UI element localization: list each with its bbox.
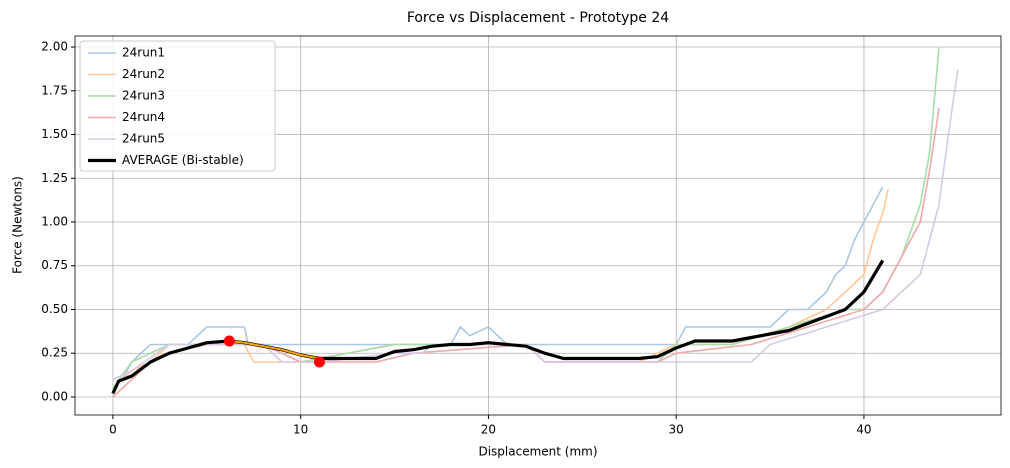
y-tick-label: 0.50 bbox=[41, 302, 68, 316]
x-axis-label: Displacement (mm) bbox=[478, 445, 597, 459]
x-tick-label: 0 bbox=[109, 423, 117, 437]
highlight-segment bbox=[229, 340, 320, 360]
y-tick-label: 2.00 bbox=[41, 40, 68, 54]
marker-point bbox=[313, 356, 325, 368]
y-tick-label: 0.25 bbox=[41, 346, 68, 360]
y-tick-label: 1.25 bbox=[41, 171, 68, 185]
legend-label: 24run1 bbox=[122, 46, 165, 60]
x-tick-label: 10 bbox=[293, 423, 308, 437]
data-line bbox=[112, 188, 890, 389]
legend-label: 24run4 bbox=[122, 110, 165, 124]
legend-label: 24run3 bbox=[122, 89, 165, 103]
y-tick-label: 1.50 bbox=[41, 127, 68, 141]
x-tick-label: 20 bbox=[481, 423, 496, 437]
chart-title: Force vs Displacement - Prototype 24 bbox=[407, 10, 669, 26]
data-line bbox=[111, 259, 885, 395]
data-line bbox=[112, 186, 884, 389]
y-axis-label: Force (Newtons) bbox=[11, 176, 25, 274]
y-tick-label: 0.75 bbox=[41, 258, 68, 272]
y-tick-label: 1.75 bbox=[41, 83, 68, 97]
x-tick-label: 40 bbox=[856, 423, 871, 437]
plot-frame bbox=[74, 35, 1002, 416]
legend-label: AVERAGE (Bi-stable) bbox=[122, 153, 244, 167]
legend-label: 24run5 bbox=[122, 132, 165, 146]
x-tick-label: 30 bbox=[669, 423, 684, 437]
y-tick-label: 1.00 bbox=[41, 215, 68, 229]
legend-label: 24run2 bbox=[122, 67, 165, 81]
marker-point bbox=[223, 335, 235, 347]
legend-box bbox=[79, 40, 276, 172]
data-line bbox=[112, 69, 959, 381]
y-tick-label: 0.00 bbox=[41, 389, 68, 403]
